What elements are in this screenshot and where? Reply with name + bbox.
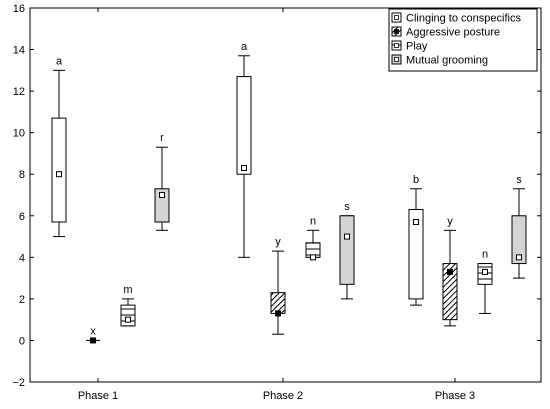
box-1-1: y bbox=[270, 236, 286, 335]
significance-label: r bbox=[160, 132, 164, 144]
box-0-0: a bbox=[51, 55, 67, 238]
median-marker bbox=[482, 268, 488, 275]
legend-box bbox=[388, 8, 538, 72]
box-0-2: b bbox=[408, 174, 424, 306]
box-2-1: n bbox=[305, 215, 321, 261]
box-2-0: m bbox=[120, 284, 136, 327]
legend-swatch-marker bbox=[394, 15, 399, 20]
legend-swatch-marker bbox=[394, 57, 399, 62]
y-tick-label: 4 bbox=[19, 252, 25, 264]
median-marker bbox=[344, 233, 350, 240]
significance-label: n bbox=[482, 249, 488, 261]
box-3-1: s bbox=[339, 201, 355, 300]
legend-label: Clinging to conspecifics bbox=[406, 13, 521, 25]
box-body bbox=[51, 117, 67, 223]
y-tick-label: 8 bbox=[19, 169, 25, 181]
y-tick-label: 12 bbox=[13, 86, 25, 98]
box-1-2: y bbox=[442, 215, 458, 327]
box-body bbox=[408, 209, 424, 300]
significance-label: y bbox=[275, 236, 281, 248]
x-tick-label: Phase 3 bbox=[435, 390, 475, 402]
y-tick-label: 10 bbox=[13, 128, 25, 140]
y-tick-label: 2 bbox=[19, 294, 25, 306]
box-series-group: a a b x y y m n n r s s bbox=[51, 41, 527, 344]
y-axis: −2 0 2 4 6 8 10 12 14 16 bbox=[12, 3, 541, 389]
median-marker bbox=[241, 164, 247, 171]
box-body bbox=[339, 215, 355, 285]
median-marker bbox=[125, 316, 131, 323]
median-marker bbox=[90, 337, 96, 344]
significance-label: a bbox=[56, 55, 63, 67]
x-tick-label: Phase 1 bbox=[78, 390, 118, 402]
median-marker bbox=[310, 254, 316, 261]
significance-label: m bbox=[123, 284, 132, 296]
significance-label: a bbox=[241, 41, 248, 53]
x-tick-label: Phase 2 bbox=[263, 390, 303, 402]
legend-item: Play bbox=[391, 40, 428, 53]
median-marker bbox=[56, 171, 62, 178]
median-marker bbox=[413, 219, 419, 226]
legend-item: Mutual grooming bbox=[391, 54, 488, 67]
legend: Clinging to conspecifics Aggressive postu… bbox=[388, 8, 538, 72]
significance-label: b bbox=[413, 174, 419, 186]
box-2-2: n bbox=[477, 249, 493, 314]
box-0-1: a bbox=[236, 41, 252, 258]
significance-label: x bbox=[90, 325, 96, 337]
legend-label: Play bbox=[406, 41, 428, 53]
significance-label: y bbox=[447, 215, 453, 227]
median-marker bbox=[447, 268, 453, 275]
legend-label: Aggressive posture bbox=[406, 27, 500, 39]
median-marker bbox=[275, 310, 281, 317]
legend-item: Clinging to conspecifics bbox=[391, 12, 521, 25]
y-tick-label: −2 bbox=[12, 377, 25, 389]
box-3-2: s bbox=[511, 174, 527, 279]
y-tick-label: 14 bbox=[13, 45, 25, 57]
legend-item: Aggressive posture bbox=[391, 26, 500, 39]
legend-swatch-marker bbox=[394, 43, 399, 48]
y-tick-label: 16 bbox=[13, 3, 25, 15]
significance-label: s bbox=[516, 174, 522, 186]
median-marker bbox=[159, 192, 165, 198]
box-body bbox=[511, 215, 527, 265]
box-3-0: r bbox=[154, 132, 170, 231]
box-body bbox=[442, 263, 458, 321]
box-1-0: x bbox=[86, 325, 100, 344]
legend-swatch-marker bbox=[394, 29, 399, 34]
box-body bbox=[270, 292, 286, 314]
significance-label: n bbox=[310, 215, 316, 227]
box-body bbox=[120, 304, 136, 327]
x-axis: Phase 1 Phase 2 Phase 3 bbox=[78, 8, 475, 402]
box-body bbox=[154, 188, 170, 223]
box-body bbox=[236, 76, 252, 175]
significance-label: s bbox=[344, 201, 350, 213]
y-tick-label: 6 bbox=[19, 211, 25, 223]
median-marker bbox=[516, 254, 522, 261]
legend-label: Mutual grooming bbox=[406, 55, 488, 67]
y-tick-label: 0 bbox=[19, 335, 25, 347]
